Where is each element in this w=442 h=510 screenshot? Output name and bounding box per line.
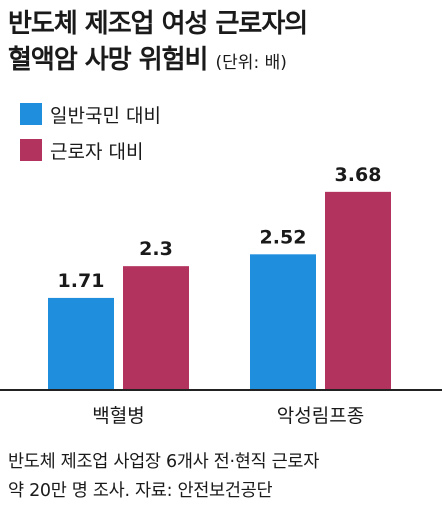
title-line-2: 혈액암 사망 위험비 [8,45,208,75]
source-note: 반도체 제조업 사업장 6개사 전·현직 근로자 약 20만 명 조사. 자료:… [8,448,319,506]
legend-swatch-series-1 [20,103,42,125]
category-label-1: 백혈병 [92,405,144,427]
chart-title: 반도체 제조업 여성 근로자의 혈액암 사망 위험비 (단위: 배) [8,6,308,81]
source-line-1: 반도체 제조업 사업장 6개사 전·현직 근로자 [8,452,320,472]
legend-swatch-series-2 [20,139,42,161]
bar-2-series-2 [325,191,391,390]
data-label-1-series-1: 1.71 [58,270,105,292]
bar-2-series-1 [250,254,316,390]
data-label-2-series-1: 2.52 [260,226,307,248]
unit-label: (단위: 배) [215,53,287,73]
category-label-2: 악성림프종 [277,405,364,427]
bar-1-series-1 [48,297,114,390]
title-line-1: 반도체 제조업 여성 근로자의 [8,9,308,39]
legend-label-series-1: 일반국민 대비 [50,104,161,127]
bar-chart: 1.71 2.3 백혈병 2.52 3.68 악성림프종 [0,164,442,427]
data-label-2-series-2: 3.68 [335,164,382,186]
source-line-2: 약 20만 명 조사. 자료: 안전보건공단 [8,481,273,501]
legend-item-series-1: 일반국민 대비 [20,96,161,132]
data-label-1-series-2: 2.3 [139,238,173,260]
legend-label-series-2: 근로자 대비 [50,140,144,163]
legend: 일반국민 대비 근로자 대비 [20,96,161,168]
legend-item-series-2: 근로자 대비 [20,132,161,168]
bar-1-series-2 [123,266,189,390]
